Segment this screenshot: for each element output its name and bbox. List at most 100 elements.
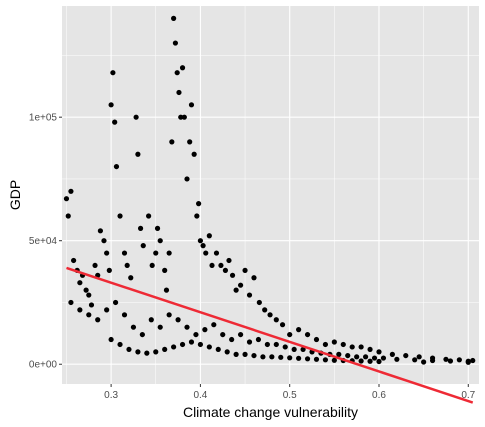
data-point — [214, 250, 219, 255]
data-point — [280, 322, 285, 327]
data-point — [223, 268, 228, 273]
data-point — [238, 283, 243, 288]
data-point — [202, 327, 207, 332]
data-point — [162, 268, 167, 273]
x-tick-label: 0.3 — [104, 390, 118, 401]
data-point — [323, 357, 328, 362]
data-point — [104, 250, 109, 255]
data-point — [256, 337, 261, 342]
data-point — [77, 280, 82, 285]
data-point — [198, 238, 203, 243]
data-point — [283, 344, 288, 349]
data-point — [187, 139, 192, 144]
data-point — [150, 263, 155, 268]
data-point — [98, 228, 103, 233]
data-point — [194, 213, 199, 218]
data-point — [257, 300, 262, 305]
data-point — [112, 120, 117, 125]
data-point — [242, 352, 247, 357]
data-point — [113, 300, 118, 305]
data-point — [173, 40, 178, 45]
data-point — [184, 325, 189, 330]
data-point — [140, 332, 145, 337]
data-point — [234, 352, 239, 357]
data-point — [363, 354, 368, 359]
data-point — [251, 353, 256, 358]
data-point — [114, 164, 119, 169]
data-point — [443, 357, 448, 362]
data-point — [209, 263, 214, 268]
data-point — [192, 152, 197, 157]
data-point — [367, 359, 372, 364]
data-point — [287, 332, 292, 337]
data-point — [287, 355, 292, 360]
y-tick-label: 5e+04 — [29, 236, 58, 247]
data-point — [457, 357, 462, 362]
data-point — [207, 233, 212, 238]
data-point — [251, 275, 256, 280]
data-point — [417, 354, 422, 359]
data-point — [107, 268, 112, 273]
data-point — [141, 243, 146, 248]
data-point — [226, 258, 231, 263]
data-point — [376, 349, 381, 354]
data-point — [109, 102, 114, 107]
data-point — [117, 342, 122, 347]
data-point — [260, 354, 265, 359]
y-tick-label: 1e+05 — [29, 113, 58, 124]
data-point — [336, 352, 341, 357]
data-point — [135, 152, 140, 157]
data-point — [122, 312, 127, 317]
x-axis-title: Climate change vulnerability — [183, 404, 358, 420]
data-point — [104, 307, 109, 312]
data-point — [269, 354, 274, 359]
data-point — [110, 70, 115, 75]
x-tick-label: 0.4 — [193, 390, 207, 401]
data-point — [230, 273, 235, 278]
data-point — [403, 353, 408, 358]
data-point — [354, 354, 359, 359]
data-point — [314, 337, 319, 342]
data-point — [89, 302, 94, 307]
data-point — [68, 189, 73, 194]
data-point — [394, 357, 399, 362]
data-point — [421, 359, 426, 364]
x-tick-label: 0.7 — [461, 390, 475, 401]
data-point — [225, 349, 230, 354]
data-point — [196, 201, 201, 206]
data-point — [180, 65, 185, 70]
data-point — [359, 358, 364, 363]
y-axis-title: GDP — [7, 180, 23, 210]
data-point — [189, 339, 194, 344]
data-point — [376, 359, 381, 364]
data-point — [218, 263, 223, 268]
data-point — [176, 90, 181, 95]
data-point — [180, 342, 185, 347]
y-tick-label: 0e+00 — [29, 360, 58, 371]
data-point — [131, 325, 136, 330]
data-point — [198, 342, 203, 347]
data-point — [149, 317, 154, 322]
data-point — [262, 307, 267, 312]
data-point — [430, 358, 435, 363]
data-point — [153, 250, 158, 255]
x-tick-label: 0.5 — [283, 390, 297, 401]
data-point — [144, 351, 149, 356]
data-point — [274, 342, 279, 347]
data-point — [138, 226, 143, 231]
data-point — [95, 317, 100, 322]
data-point — [158, 238, 163, 243]
data-point — [155, 226, 160, 231]
data-point — [229, 337, 234, 342]
data-point — [135, 349, 140, 354]
data-point — [207, 344, 212, 349]
data-point — [134, 115, 139, 120]
data-point — [71, 258, 76, 263]
data-point — [296, 356, 301, 361]
data-point — [274, 317, 279, 322]
data-point — [381, 355, 386, 360]
data-point — [332, 339, 337, 344]
data-point — [171, 344, 176, 349]
data-point — [117, 213, 122, 218]
data-point — [122, 250, 127, 255]
